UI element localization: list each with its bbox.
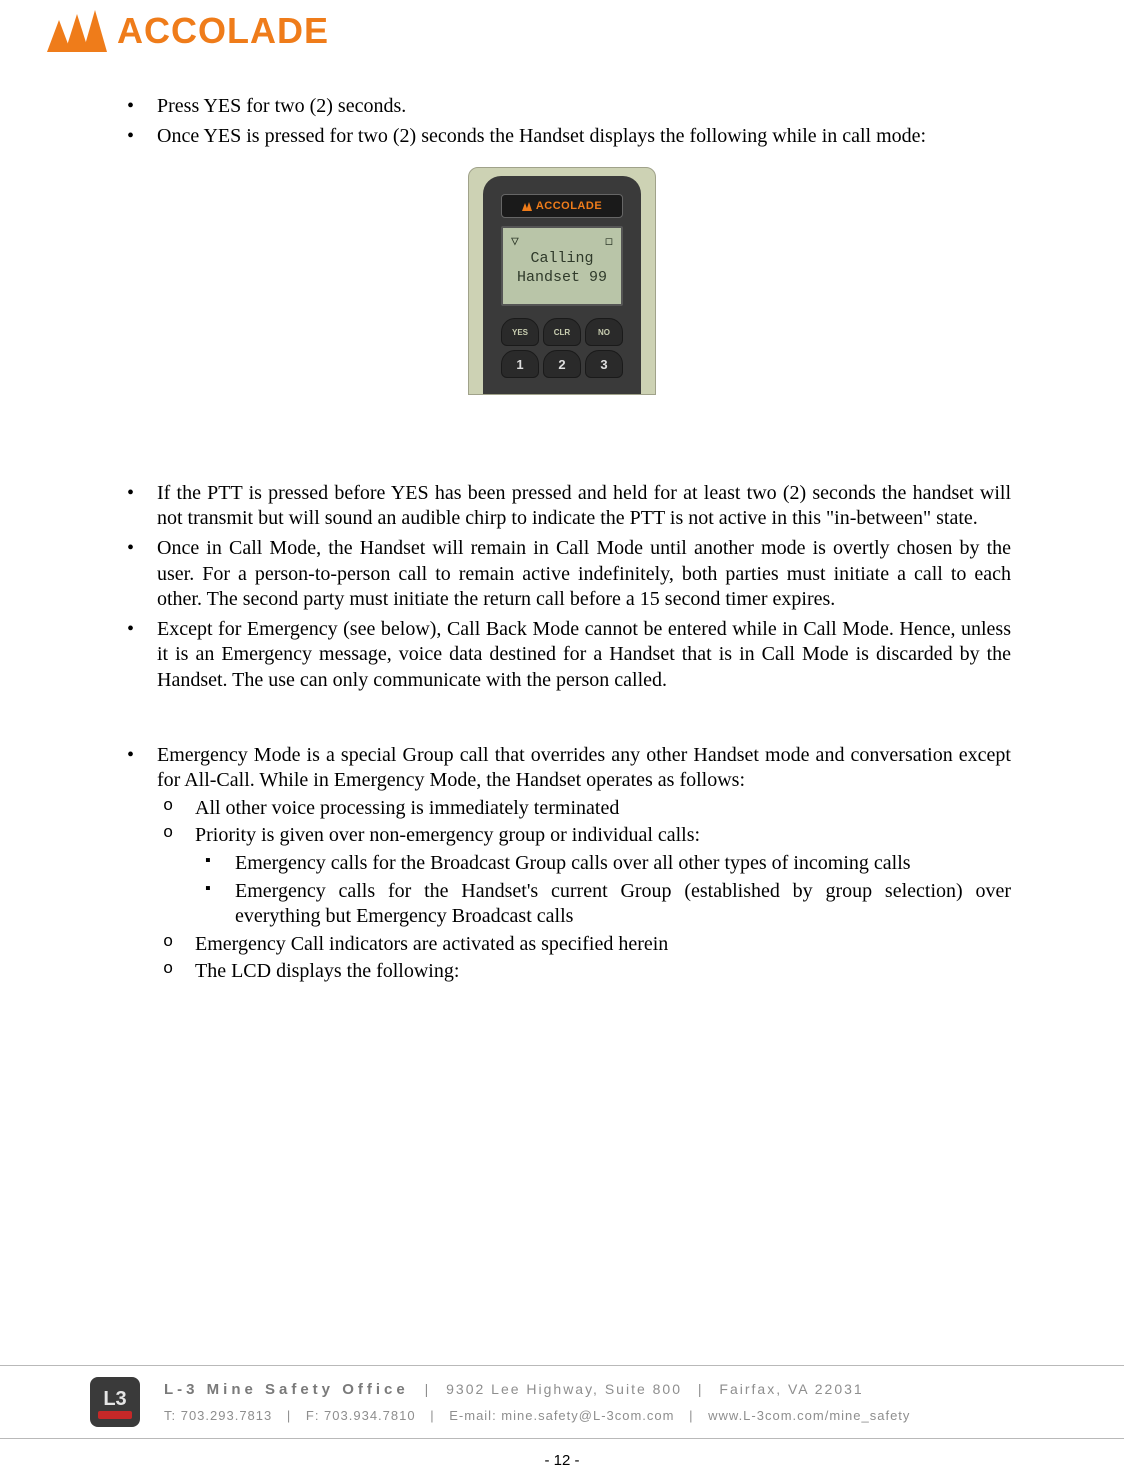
brand-text: ACCOLADE	[117, 10, 329, 52]
list-item: Press YES for two (2) seconds.	[113, 94, 1011, 120]
key-no: NO	[585, 318, 623, 346]
handset-illustration: ACCOLADE ▽ ◻ Calling Handset 99 YES CLR …	[468, 167, 656, 395]
key-1: 1	[501, 350, 539, 378]
footer-tel: T: 703.293.7813	[164, 1408, 272, 1423]
footer-sep: |	[425, 1381, 431, 1397]
key-3: 3	[585, 350, 623, 378]
list-item: Emergency Mode is a special Group call t…	[113, 743, 1011, 985]
continuation-text: where the last line represents the Indiv…	[113, 451, 1011, 477]
content: Press YES for two (2) seconds. Once YES …	[113, 12, 1011, 985]
page-footer: L3 L-3 Mine Safety Office | 9302 Lee Hig…	[0, 1365, 1124, 1439]
footer-line-1: L-3 Mine Safety Office | 9302 Lee Highwa…	[164, 1379, 910, 1402]
sub-list: All other voice processing is immediatel…	[157, 796, 1011, 985]
lcd-icon-row: ▽ ◻	[511, 234, 613, 250]
list-item: Emergency calls for the Handset's curren…	[195, 879, 1011, 930]
brand-logo: ACCOLADE	[47, 10, 329, 52]
list-item: The LCD displays the following:	[157, 959, 1011, 985]
footer-text: L-3 Mine Safety Office | 9302 Lee Highwa…	[92, 1379, 910, 1425]
footer-web: www.L-3com.com/mine_safety	[708, 1408, 910, 1423]
svg-text:L3: L3	[103, 1388, 126, 1410]
footer-badge-icon: L3	[88, 1375, 142, 1429]
handset-brand-text: ACCOLADE	[536, 200, 602, 212]
footer-fax: F: 703.934.7810	[306, 1408, 416, 1423]
handset-lcd: ▽ ◻ Calling Handset 99	[501, 226, 623, 306]
footer-sep: |	[698, 1381, 704, 1397]
list-item: Except for Emergency (see below), Call B…	[113, 617, 1011, 694]
footer-address: 9302 Lee Highway, Suite 800	[446, 1381, 682, 1397]
footer-city: Fairfax, VA 22031	[719, 1381, 863, 1397]
key-2: 2	[543, 350, 581, 378]
list-item: All other voice processing is immediatel…	[157, 796, 1011, 822]
brand-mark-small-icon	[522, 202, 534, 211]
list-item: Once in Call Mode, the Handset will rema…	[113, 536, 1011, 613]
bullet-list-emergency: Emergency Mode is a special Group call t…	[113, 743, 1011, 985]
list-item: Once YES is pressed for two (2) seconds …	[113, 124, 1011, 150]
footer-org: L-3 Mine Safety Office	[164, 1381, 409, 1398]
lcd-line-1: Calling	[511, 250, 613, 269]
lcd-icon-left: ▽	[511, 234, 519, 250]
bullet-list-top: Press YES for two (2) seconds. Once YES …	[113, 94, 1011, 149]
footer-email: E-mail: mine.safety@L-3com.com	[449, 1408, 674, 1423]
figure-block: ACCOLADE ▽ ◻ Calling Handset 99 YES CLR …	[113, 167, 1011, 429]
key-yes: YES	[501, 318, 539, 346]
footer-sep: |	[430, 1408, 434, 1423]
footer-sep: |	[287, 1408, 291, 1423]
bullet-list-mid: If the PTT is pressed before YES has bee…	[113, 481, 1011, 694]
lcd-line-2: Handset 99	[511, 269, 613, 288]
list-item: Emergency Call indicators are activated …	[157, 932, 1011, 958]
section-heading-emergency: Emergency Mode	[113, 710, 1011, 737]
list-item-text: Priority is given over non-emergency gro…	[195, 824, 700, 846]
brand-mark-icon	[47, 10, 111, 52]
handset-brand-strip: ACCOLADE	[501, 194, 623, 218]
list-item: If the PTT is pressed before YES has bee…	[113, 481, 1011, 532]
footer-line-2: T: 703.293.7813 | F: 703.934.7810 | E-ma…	[164, 1406, 910, 1426]
footer-sep: |	[689, 1408, 693, 1423]
page: ACCOLADE Press YES for two (2) seconds. …	[0, 0, 1124, 1483]
sub-sub-list: Emergency calls for the Broadcast Group …	[195, 851, 1011, 930]
list-item: Priority is given over non-emergency gro…	[157, 823, 1011, 929]
handset-keypad: YES CLR NO 1 2 3	[501, 318, 623, 394]
list-item-text: Emergency Mode is a special Group call t…	[157, 744, 1011, 792]
key-clr: CLR	[543, 318, 581, 346]
lcd-icon-right: ◻	[605, 234, 613, 250]
page-number: - 12 -	[0, 1452, 1124, 1469]
handset-body: ACCOLADE ▽ ◻ Calling Handset 99 YES CLR …	[483, 176, 641, 394]
list-item: Emergency calls for the Broadcast Group …	[195, 851, 1011, 877]
figure-caption: Fig. 12 Call Mode	[113, 406, 1011, 429]
